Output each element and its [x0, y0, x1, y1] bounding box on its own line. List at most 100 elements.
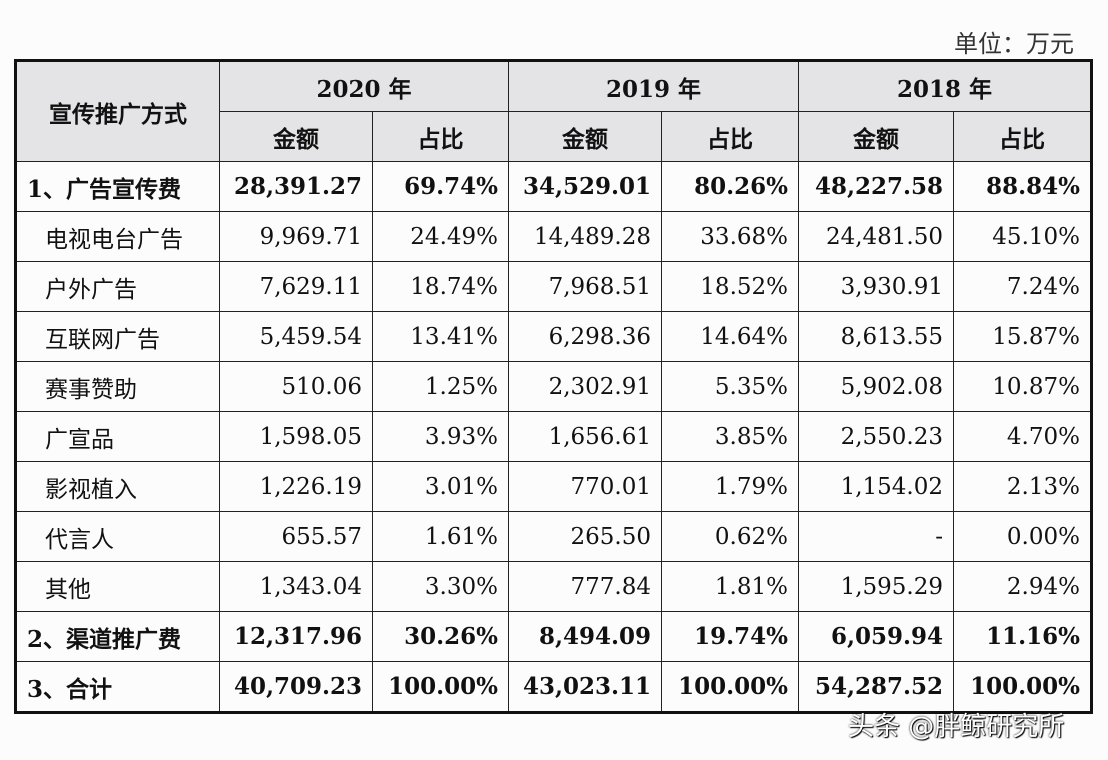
ratio-cell: 13.41% [372, 311, 509, 362]
amount-cell: 777.84 [508, 561, 662, 612]
amount-cell: 5,902.08 [798, 361, 954, 412]
amount-cell: 8,494.09 [508, 611, 662, 662]
table-row: 广宣品 1,598.05 3.93% 1,656.61 3.85% 2,550.23 4.7… [15, 411, 1092, 462]
amount-cell: 54,287.52 [798, 661, 954, 713]
table-row: 户外广告 7,629.11 18.74% 7,968.51 18.52% 3,930.91… [15, 261, 1092, 312]
ratio-cell: 1.25% [372, 361, 509, 412]
unit-label: 单位：万元 [954, 30, 1074, 58]
amount-cell: 7,629.11 [219, 261, 373, 312]
ratio-cell: 2.94% [953, 561, 1092, 612]
row-label: 互联网广告 [15, 311, 220, 362]
row-label: 2、渠道推广费 [15, 611, 220, 662]
amount-cell: 14,489.28 [508, 211, 662, 262]
row-label: 其他 [15, 561, 220, 612]
amount-cell: 7,968.51 [508, 261, 662, 312]
amount-cell: 48,227.58 [798, 161, 954, 212]
ratio-cell: 18.52% [661, 261, 799, 312]
header-amount: 金额 [219, 111, 373, 162]
ratio-cell: 3.30% [372, 561, 509, 612]
amount-cell: 510.06 [219, 361, 373, 412]
ratio-cell: 3.85% [661, 411, 799, 462]
amount-cell: 1,656.61 [508, 411, 662, 462]
amount-cell: 9,969.71 [219, 211, 373, 262]
header-row-subcols: 金额 占比 金额 占比 金额 占比 [16, 111, 1092, 162]
ratio-cell: 100.00% [661, 661, 799, 713]
ratio-cell: 80.26% [661, 161, 799, 212]
ratio-cell: 10.87% [953, 361, 1092, 412]
amount-cell: 265.50 [508, 511, 662, 562]
ratio-cell: 3.93% [372, 411, 509, 462]
ratio-cell: 0.00% [953, 511, 1092, 562]
ratio-cell: 100.00% [372, 661, 509, 713]
amount-cell: 770.01 [508, 461, 662, 512]
table-row: 1、广告宣传费 28,391.27 69.74% 34,529.01 80.26% 48,… [15, 161, 1092, 212]
row-label: 电视电台广告 [15, 211, 220, 262]
amount-cell: 24,481.50 [798, 211, 954, 262]
header-year-2020: 2020 年 [219, 60, 509, 112]
table-row: 代言人 655.57 1.61% 265.50 0.62% -0.00% [15, 511, 1092, 562]
table-row: 3、合计 40,709.23 100.00% 43,023.11 100.00% 54,2… [15, 661, 1092, 713]
row-label: 1、广告宣传费 [15, 161, 220, 212]
ratio-cell: 2.13% [953, 461, 1092, 512]
ratio-cell: 0.62% [661, 511, 799, 562]
amount-cell: 6,298.36 [508, 311, 662, 362]
amount-cell: 1,226.19 [219, 461, 373, 512]
row-label: 影视植入 [15, 461, 220, 512]
ratio-cell: 30.26% [372, 611, 509, 662]
header-year-2018: 2018 年 [798, 60, 1092, 112]
header-amount: 金额 [798, 111, 954, 162]
ratio-cell: 1.61% [372, 511, 509, 562]
table-body: 1、广告宣传费 28,391.27 69.74% 34,529.01 80.26% 48,… [15, 161, 1092, 713]
promotion-expense-table: 宣传推广方式 2020 年 2019 年 2018 年 金额 占比 金额 占比 … [14, 59, 1093, 714]
amount-cell: 1,595.29 [798, 561, 954, 612]
ratio-cell: 1.81% [661, 561, 799, 612]
header-ratio: 占比 [661, 111, 799, 162]
amount-cell: 3,930.91 [798, 261, 954, 312]
amount-cell: 43,023.11 [508, 661, 662, 713]
amount-cell: 34,529.01 [508, 161, 662, 212]
watermark: 头条 @胖鲸研究所 [848, 712, 1065, 742]
amount-cell: 6,059.94 [798, 611, 954, 662]
ratio-cell: 11.16% [953, 611, 1092, 662]
amount-cell: - [798, 511, 954, 562]
ratio-cell: 4.70% [953, 411, 1092, 462]
table-row: 互联网广告 5,459.54 13.41% 6,298.36 14.64% 8,613.5… [15, 311, 1092, 362]
table-row: 其他 1,343.04 3.30% 777.84 1.81% 1,595.29 2.94% [15, 561, 1092, 612]
ratio-cell: 18.74% [372, 261, 509, 312]
ratio-cell: 19.74% [661, 611, 799, 662]
amount-cell: 2,302.91 [508, 361, 662, 412]
row-label: 赛事赞助 [15, 361, 220, 412]
amount-cell: 12,317.96 [219, 611, 373, 662]
ratio-cell: 24.49% [372, 211, 509, 262]
ratio-cell: 15.87% [953, 311, 1092, 362]
amount-cell: 40,709.23 [219, 661, 373, 713]
row-label: 3、合计 [15, 661, 220, 713]
ratio-cell: 69.74% [372, 161, 509, 212]
ratio-cell: 3.01% [372, 461, 509, 512]
ratio-cell: 100.00% [953, 661, 1092, 713]
header-ratio: 占比 [953, 111, 1092, 162]
table-row: 赛事赞助 510.06 1.25% 2,302.91 5.35% 5,902.08 10.8… [15, 361, 1092, 412]
ratio-cell: 88.84% [953, 161, 1092, 212]
header-amount: 金额 [508, 111, 662, 162]
ratio-cell: 45.10% [953, 211, 1092, 262]
ratio-cell: 1.79% [661, 461, 799, 512]
row-label: 户外广告 [15, 261, 220, 312]
amount-cell: 655.57 [219, 511, 373, 562]
row-label: 广宣品 [15, 411, 220, 462]
table-row: 2、渠道推广费 12,317.96 30.26% 8,494.09 19.74% 6,05… [15, 611, 1092, 662]
amount-cell: 1,598.05 [219, 411, 373, 462]
ratio-cell: 5.35% [661, 361, 799, 412]
ratio-cell: 33.68% [661, 211, 799, 262]
amount-cell: 1,343.04 [219, 561, 373, 612]
amount-cell: 5,459.54 [219, 311, 373, 362]
amount-cell: 8,613.55 [798, 311, 954, 362]
row-label: 代言人 [15, 511, 220, 562]
table-row: 影视植入 1,226.19 3.01% 770.01 1.79% 1,154.02 2.13… [15, 461, 1092, 512]
table-row: 电视电台广告 9,969.71 24.49% 14,489.28 33.68% 24,48… [15, 211, 1092, 262]
amount-cell: 28,391.27 [219, 161, 373, 212]
ratio-cell: 7.24% [953, 261, 1092, 312]
header-ratio: 占比 [372, 111, 509, 162]
header-year-2019: 2019 年 [508, 60, 799, 112]
ratio-cell: 14.64% [661, 311, 799, 362]
